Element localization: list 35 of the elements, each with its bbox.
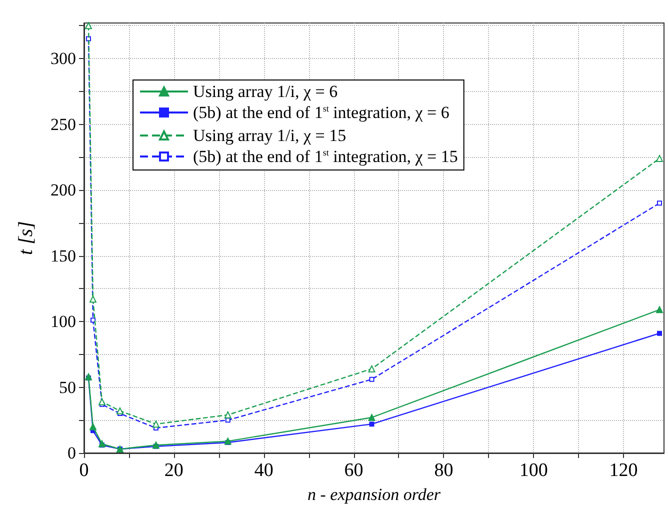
point — [369, 422, 374, 427]
point — [116, 407, 124, 414]
x-tick-label: 0 — [79, 460, 89, 481]
point — [98, 440, 106, 448]
x-axis-title: n - expansion order — [308, 485, 441, 504]
point — [369, 376, 374, 382]
point — [224, 411, 232, 418]
point — [656, 154, 664, 162]
point — [368, 365, 376, 372]
x-tick-label: 120 — [609, 460, 638, 481]
point — [89, 296, 96, 303]
point — [656, 306, 664, 314]
legend-label: Using array 1/i, χ = 6 — [193, 82, 338, 101]
legend-label: Using array 1/i, χ = 15 — [193, 126, 346, 145]
x-tick-label: 60 — [344, 460, 364, 481]
point — [368, 414, 376, 421]
y-tick-label: 100 — [50, 312, 76, 331]
point — [89, 423, 96, 430]
point — [84, 373, 92, 380]
point — [98, 398, 106, 406]
y-axis-title: t [s] — [15, 221, 37, 255]
y-tick-label: 250 — [50, 114, 76, 134]
point — [657, 330, 662, 336]
point — [152, 420, 160, 428]
x-tick-label: 80 — [434, 460, 454, 481]
y-tick-label: 200 — [50, 180, 76, 200]
x-tick-label: 20 — [164, 460, 184, 481]
x-tick-label: 40 — [254, 460, 274, 481]
y-tick-label: 0 — [68, 444, 76, 462]
y-tick-label: 300 — [50, 49, 76, 68]
x-tick-label: 100 — [519, 460, 548, 481]
point — [657, 200, 662, 206]
y-tick-label: 150 — [50, 246, 76, 266]
y-tick-label: 50 — [59, 378, 76, 397]
point — [90, 318, 96, 323]
